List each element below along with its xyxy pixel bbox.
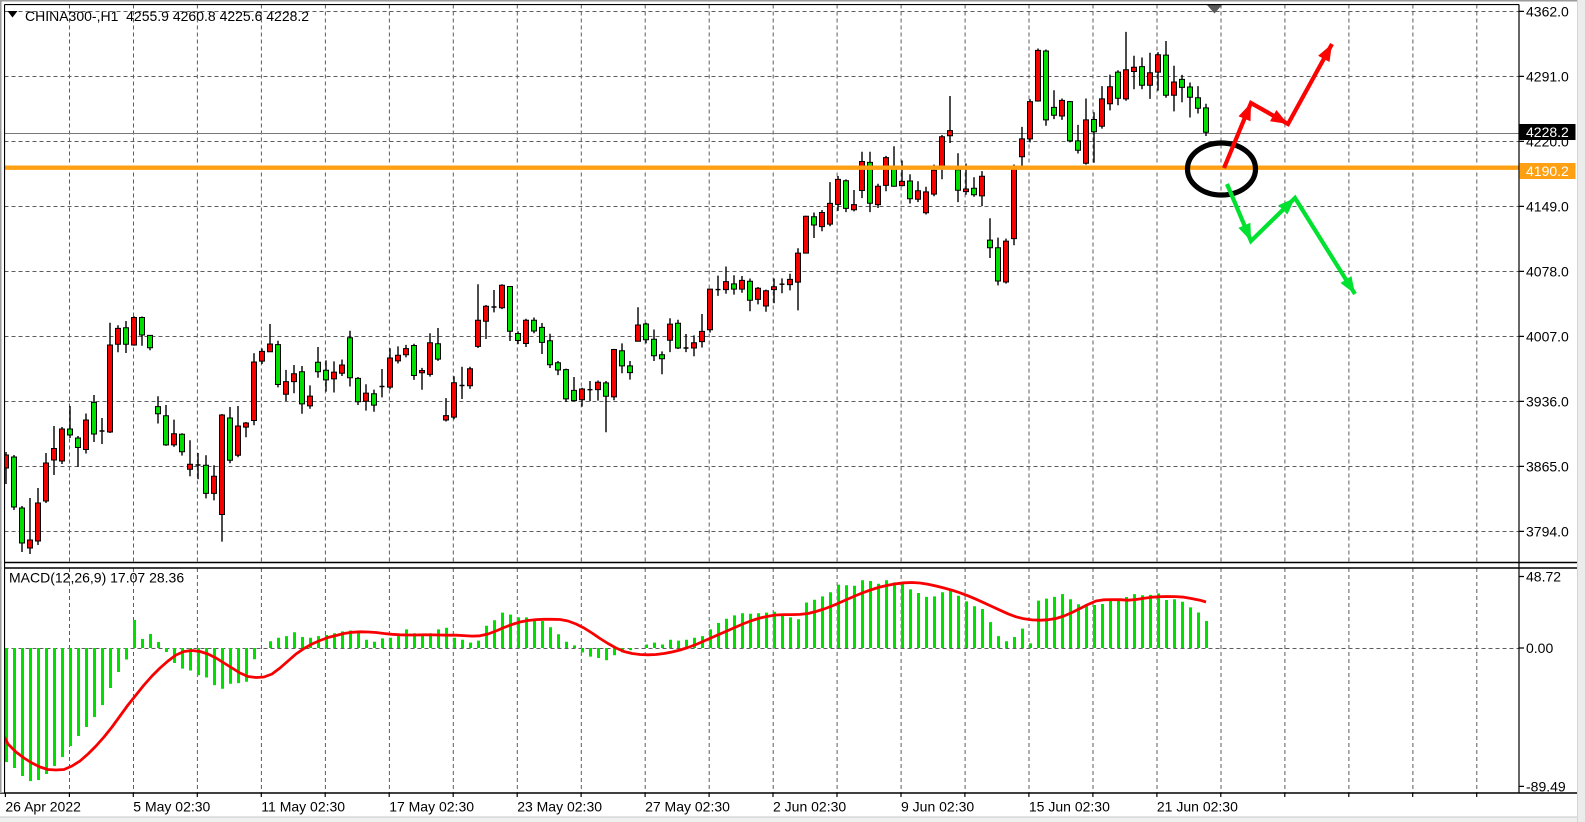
svg-text:3794.0: 3794.0	[1526, 523, 1569, 539]
svg-text:21 Jun 02:30: 21 Jun 02:30	[1157, 799, 1238, 815]
svg-text:4190.2: 4190.2	[1526, 163, 1569, 179]
svg-text:MACD(12,26,9) 17.07 28.36: MACD(12,26,9) 17.07 28.36	[9, 570, 184, 586]
svg-text:2 Jun 02:30: 2 Jun 02:30	[773, 799, 846, 815]
svg-text:27 May 02:30: 27 May 02:30	[645, 799, 730, 815]
svg-text:5 May 02:30: 5 May 02:30	[133, 799, 210, 815]
svg-text:4149.0: 4149.0	[1526, 198, 1569, 214]
svg-text:4007.0: 4007.0	[1526, 328, 1569, 344]
svg-text:4228.2: 4228.2	[1526, 124, 1569, 140]
svg-text:3865.0: 3865.0	[1526, 458, 1569, 474]
svg-text:15 Jun 02:30: 15 Jun 02:30	[1029, 799, 1110, 815]
svg-text:CHINA300-,H1 4255.9 4260.8 42: CHINA300-,H1 4255.9 4260.8 4225.6 4228.2	[25, 8, 309, 24]
svg-text:23 May 02:30: 23 May 02:30	[517, 799, 602, 815]
svg-text:17 May 02:30: 17 May 02:30	[389, 799, 474, 815]
svg-text:0.00: 0.00	[1526, 640, 1553, 656]
svg-text:9 Jun 02:30: 9 Jun 02:30	[901, 799, 974, 815]
svg-text:48.72: 48.72	[1526, 569, 1561, 585]
svg-text:4362.0: 4362.0	[1526, 3, 1569, 19]
svg-text:4078.0: 4078.0	[1526, 263, 1569, 279]
svg-text:4291.0: 4291.0	[1526, 68, 1569, 84]
svg-text:11 May 02:30: 11 May 02:30	[261, 799, 345, 815]
svg-text:3936.0: 3936.0	[1526, 393, 1569, 409]
svg-text:-89.49: -89.49	[1526, 778, 1566, 794]
svg-text:26 Apr 2022: 26 Apr 2022	[5, 799, 81, 815]
